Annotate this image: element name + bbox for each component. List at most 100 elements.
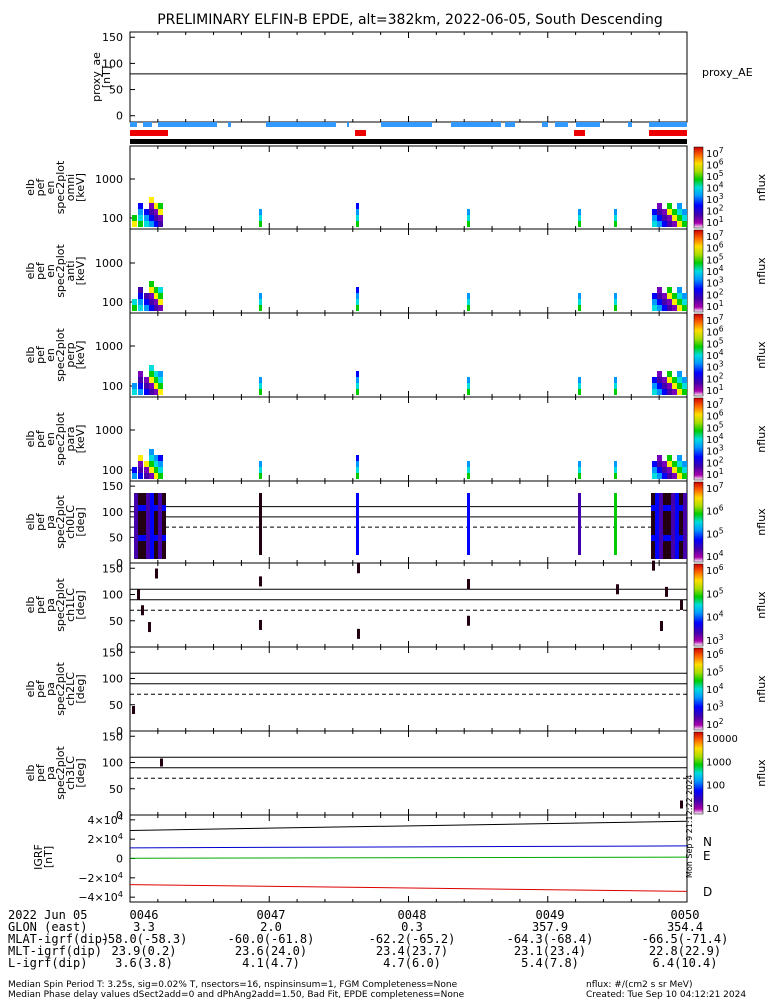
- spectral-bin: [677, 467, 682, 473]
- spectral-bin: [158, 305, 163, 311]
- spectral-bin: [657, 299, 662, 305]
- orbit-value: 23.4(23.7): [375, 944, 449, 958]
- coverage-block: [228, 122, 231, 127]
- pa-bin: [659, 547, 663, 553]
- orbit-value: 23.9(0.2): [111, 944, 177, 958]
- spectral-bin: [662, 461, 667, 467]
- spectral-bin: [154, 461, 159, 467]
- spectral-bin: [154, 473, 159, 479]
- footer-line-2: Median Phase delay values dSect2add=0 an…: [8, 990, 465, 1000]
- spectral-bin: [578, 377, 581, 383]
- colorbar-tick-label: 102: [706, 717, 724, 731]
- y-axis-label-line: pa: [44, 598, 57, 612]
- coverage-block: [347, 122, 349, 127]
- glon-label: GLON (east): [8, 920, 88, 934]
- science-block: [649, 130, 687, 136]
- pa-bin: [146, 511, 150, 517]
- pa-bin: [679, 493, 683, 499]
- y-tick-label: 1000: [95, 424, 123, 437]
- spectral-bin: [149, 215, 154, 221]
- spectral-bin: [259, 293, 262, 299]
- pa-bin: [150, 547, 154, 553]
- pa-column: [578, 493, 581, 555]
- spectral-bin: [149, 461, 154, 467]
- spectral-bin: [158, 203, 163, 209]
- pa-bin: [134, 505, 138, 511]
- orbit-value: 5.4(7.8): [521, 956, 579, 970]
- spectral-bin: [132, 221, 137, 227]
- pa-bin: [142, 523, 146, 529]
- colorbar-label: nflux: [755, 341, 768, 369]
- pa-bin: [162, 517, 166, 523]
- pa-bin: [154, 511, 158, 517]
- panel-frame: [129, 730, 688, 816]
- spectral-bin: [652, 467, 657, 473]
- spectral-bin: [677, 209, 682, 215]
- panel-frame: [129, 562, 688, 648]
- coverage-block: [628, 122, 632, 127]
- pa-bin: [665, 586, 668, 597]
- colorbar-tick-label: 107: [706, 313, 724, 327]
- spectral-bin: [614, 377, 617, 383]
- y-tick-label: 50: [109, 783, 123, 796]
- x-tick-label: 0049: [535, 908, 565, 922]
- pa-bin: [679, 535, 683, 541]
- spectral-bin: [614, 209, 617, 215]
- x-tick-label: 0046: [129, 908, 159, 922]
- orbit-value: -58.0(-58.3): [100, 932, 188, 946]
- spectral-bin: [682, 215, 687, 221]
- pa-bin: [651, 553, 655, 559]
- spectral-bin: [682, 221, 687, 227]
- spectral-bin: [677, 377, 682, 383]
- spectral-bin: [149, 221, 154, 227]
- status-bars: [130, 122, 687, 144]
- pa-bin: [679, 547, 683, 553]
- y-axis-label-line: ch2LC: [64, 672, 77, 706]
- coverage-block: [542, 122, 548, 127]
- y-axis-label-line: perp: [64, 342, 77, 367]
- coverage-block: [576, 122, 600, 127]
- pa-bin: [162, 493, 166, 499]
- pa-bin: [259, 576, 262, 587]
- colorbar-tick-label: 103: [706, 633, 724, 647]
- y-axis-label-line: elb: [24, 681, 37, 698]
- spectral-bin: [677, 287, 682, 293]
- pa-bin: [671, 493, 675, 499]
- spectral-bin: [149, 383, 154, 389]
- mlt-label: MLT-igrf(dip): [8, 944, 102, 958]
- pa-bin: [134, 547, 138, 553]
- spectral-bin: [682, 305, 687, 311]
- pa-bin: [655, 523, 659, 529]
- pa-bin: [659, 517, 663, 523]
- spectral-bin: [154, 377, 159, 383]
- y-tick-label: 1000: [95, 257, 123, 270]
- pa-bin: [667, 493, 671, 499]
- coverage-block: [130, 122, 137, 127]
- spectral-bin: [662, 221, 667, 227]
- y-axis-label-line: proxy_ae: [90, 52, 103, 102]
- spectral-bin: [154, 305, 159, 311]
- pa-bin: [655, 541, 659, 547]
- pa-bin: [138, 523, 142, 529]
- pa-bin: [683, 505, 687, 511]
- pa-bin: [655, 493, 659, 499]
- footer-line-1: Median Spin Period T: 3.25s, sig=0.02% T…: [8, 980, 458, 990]
- pa-bin: [162, 499, 166, 505]
- y-axis-label-line: elb: [24, 431, 37, 448]
- legend-proxy-ae: proxy_AE: [702, 66, 753, 79]
- orbit-value: 23.6(24.0): [234, 944, 308, 958]
- spectral-bin: [138, 383, 143, 389]
- spectral-bin: [158, 377, 163, 383]
- coverage-block: [451, 122, 501, 127]
- y-tick-label: 100: [102, 589, 123, 602]
- y-axis-label-line: spec2plot: [54, 412, 67, 466]
- colorbar-label: nflux: [755, 173, 768, 201]
- spectral-bin: [356, 383, 359, 389]
- orbit-value: 6.4(10.4): [652, 956, 718, 970]
- y-axis-label-line: pa: [44, 515, 57, 529]
- colorbar-tick-label: 102: [706, 204, 724, 218]
- pa-bin: [158, 505, 162, 511]
